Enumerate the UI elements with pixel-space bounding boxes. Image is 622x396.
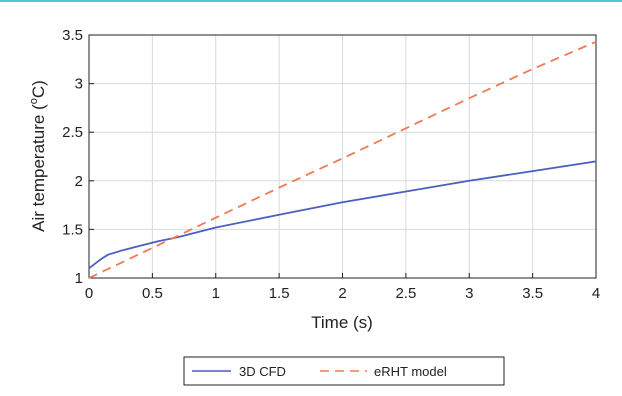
y-tick-label: 1.5 [62, 221, 83, 238]
x-tick-label: 0 [85, 285, 93, 302]
y-axis-label-unit: C) [29, 80, 48, 98]
legend-label-3d-cfd: 3D CFD [239, 364, 286, 379]
x-axis-label: Time (s) [311, 313, 373, 332]
y-tick-label: 2.5 [62, 124, 83, 141]
y-tick-label: 2 [75, 173, 83, 190]
series-line-3d-cfd [88, 160, 597, 270]
y-tick-label: 3 [75, 76, 83, 93]
x-tick-label: 1.5 [269, 285, 290, 302]
y-axis-label-degree: o [28, 98, 40, 104]
x-tick-label: 3.5 [522, 285, 543, 302]
legend: 3D CFD eRHT model [183, 356, 505, 386]
x-tick-label: 2.5 [395, 285, 416, 302]
series-line-erht-model [88, 40, 597, 279]
axis-ticks: 0 0.5 1 1.5 2 2.5 3 3.5 4 1 1.5 2 2.5 3 3.5 [62, 27, 600, 302]
x-tick-label: 2 [338, 285, 346, 302]
y-axis-label: Air temperature (oC) [28, 80, 48, 232]
x-tick-label: 3 [465, 285, 473, 302]
x-tick-label: 4 [592, 285, 600, 302]
top-divider [0, 0, 622, 2]
y-tick-label: 3.5 [62, 27, 83, 44]
y-axis-label-main: Air temperature ( [29, 104, 48, 232]
y-tick-label: 1 [75, 270, 83, 287]
x-tick-label: 0.5 [142, 285, 163, 302]
series-lines [88, 40, 597, 279]
x-tick-label: 1 [212, 285, 220, 302]
grid [88, 34, 597, 279]
legend-label-erht-model: eRHT model [374, 364, 447, 379]
